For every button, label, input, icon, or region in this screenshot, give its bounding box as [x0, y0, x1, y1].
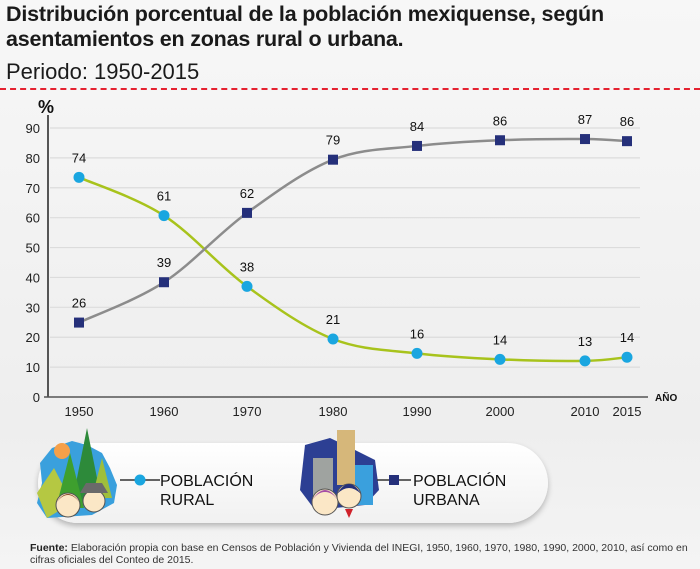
- data-label-urbana: 79: [326, 133, 340, 148]
- y-tick-label: 30: [26, 300, 40, 315]
- y-tick-label: 70: [26, 181, 40, 196]
- point-rural: [73, 171, 85, 183]
- gridlines: [50, 127, 640, 368]
- data-label-urbana: 26: [72, 296, 86, 311]
- data-label-rural: 38: [240, 259, 254, 274]
- point-rural: [327, 333, 339, 345]
- point-urbana: [622, 136, 632, 147]
- y-axis-ticks: 0 10 20 30 40 50 60 70 80 90: [26, 121, 40, 405]
- chart-subtitle: Periodo: 1950-2015: [6, 59, 200, 84]
- data-label-urbana: 87: [578, 112, 592, 127]
- x-tick-label: 2015: [613, 404, 642, 419]
- legend-urbana-line1: POBLACIÓN: [413, 473, 507, 490]
- data-label-rural: 14: [493, 332, 507, 347]
- data-label-rural: 61: [157, 189, 171, 204]
- chart-title: Distribución porcentual de la población …: [6, 2, 604, 51]
- legend-urbana-marker-icon: [377, 475, 411, 485]
- legend-rural-label: POBLACIÓN RURAL: [160, 472, 253, 510]
- point-urbana: [74, 317, 84, 328]
- rural-illustration-icon: [37, 428, 117, 518]
- point-rural: [411, 347, 423, 359]
- x-tick-label: 1990: [403, 404, 432, 419]
- series-group: 74 61 38 21 16 14 13 14 26 39 62 79 84 86 87 86: [72, 112, 634, 367]
- x-tick-label: 1980: [319, 404, 348, 419]
- y-tick-label: 0: [33, 390, 40, 405]
- x-tick-label: 1950: [65, 404, 94, 419]
- point-urbana: [242, 207, 252, 218]
- source-note: Fuente: Elaboración propia con base en C…: [30, 542, 690, 566]
- x-tick-label: 1970: [233, 404, 262, 419]
- y-tick-label: 10: [26, 360, 40, 375]
- series-line-rural: [78, 176, 628, 363]
- x-tick-label: 2000: [486, 404, 515, 419]
- y-tick-label: 40: [26, 270, 40, 285]
- point-urbana: [412, 140, 422, 151]
- data-label-rural: 13: [578, 334, 592, 349]
- point-rural: [158, 210, 170, 222]
- x-tick-label: 2010: [571, 404, 600, 419]
- y-tick-label: 90: [26, 121, 40, 136]
- data-label-urbana: 86: [620, 114, 634, 129]
- data-label-rural: 74: [72, 150, 86, 165]
- point-rural: [494, 353, 506, 365]
- y-tick-label: 80: [26, 151, 40, 166]
- point-urbana: [495, 135, 505, 146]
- point-rural: [241, 280, 253, 292]
- data-label-urbana: 62: [240, 186, 254, 201]
- x-axis-ticks: 1950 1960 1970 1980 1990 2000 2010 2015: [65, 404, 642, 419]
- series-line-urbana: [78, 137, 628, 324]
- x-tick-label: 1960: [150, 404, 179, 419]
- line-chart: 0 10 20 30 40 50 60 70 80 90 1950 1960 1970 1980 1990…: [26, 97, 678, 419]
- y-axis-label: %: [38, 97, 54, 117]
- data-label-rural: 16: [410, 326, 424, 341]
- source-text: Elaboración propia con base en Censos de…: [30, 542, 688, 566]
- legend-rural-line2: RURAL: [160, 492, 215, 509]
- data-label-rural: 21: [326, 312, 340, 327]
- divider: [0, 88, 700, 90]
- data-label-urbana: 86: [493, 113, 507, 128]
- y-tick-label: 50: [26, 241, 40, 256]
- data-label-urbana: 84: [410, 119, 424, 134]
- data-label-rural: 14: [620, 330, 634, 345]
- point-urbana: [580, 134, 590, 145]
- source-label: Fuente:: [30, 542, 68, 554]
- point-rural: [579, 355, 591, 367]
- legend-rural-line1: POBLACIÓN: [160, 473, 254, 490]
- legend-urbana-line2: URBANA: [413, 492, 480, 509]
- y-tick-label: 20: [26, 330, 40, 345]
- point-rural: [621, 351, 633, 363]
- urban-illustration-icon: [300, 430, 379, 518]
- x-axis-label: AÑO: [655, 391, 677, 404]
- data-label-urbana: 39: [157, 255, 171, 270]
- legend-urbana-label: POBLACIÓN URBANA: [413, 472, 506, 510]
- y-tick-label: 60: [26, 211, 40, 226]
- point-urbana: [328, 154, 338, 165]
- point-urbana: [159, 277, 169, 288]
- legend: [38, 443, 548, 523]
- legend-rural-marker-icon: [120, 474, 160, 486]
